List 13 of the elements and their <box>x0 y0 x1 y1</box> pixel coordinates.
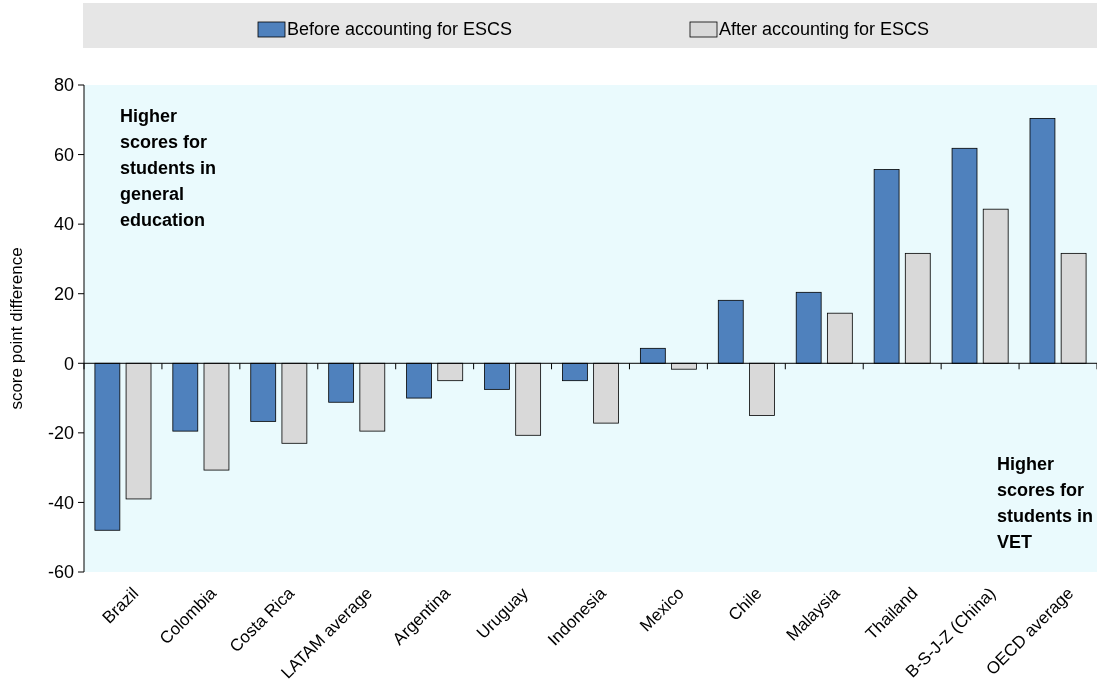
legend-label: Before accounting for ESCS <box>287 19 513 39</box>
y-tick-label: -20 <box>47 423 74 444</box>
legend-label: After accounting for ESCS <box>719 19 930 39</box>
y-tick-label: 0 <box>63 353 74 374</box>
y-tick-label: 40 <box>53 214 74 235</box>
annotation: Higher scores for students in general education <box>120 106 217 230</box>
y-tick-label: 80 <box>53 75 74 96</box>
y-tick-label: 60 <box>53 144 74 165</box>
y-axis-title: score point difference <box>7 247 26 410</box>
y-tick-label: -40 <box>47 492 74 513</box>
y-tick-label: 20 <box>53 284 74 305</box>
y-tick-label: -60 <box>47 562 74 583</box>
annotation: Higher scores for students in VET <box>997 454 1094 552</box>
